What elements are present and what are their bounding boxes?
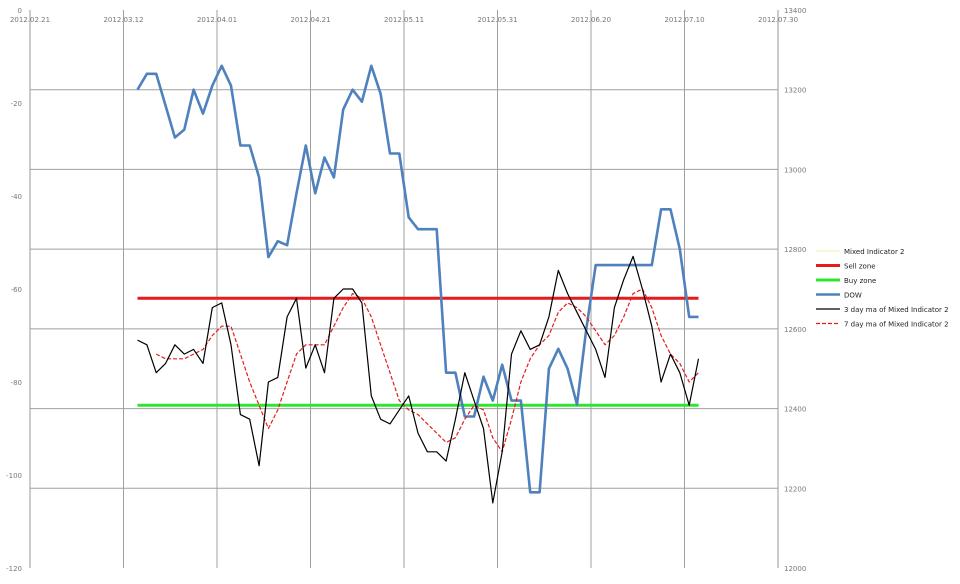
series-group (136, 64, 700, 504)
x-axis-ticks: 2012.02.21 2012.03.12 2012.04.01 2012.04.21… (10, 16, 798, 24)
left-tick-label: 0 (18, 7, 22, 15)
legend-label: 3 day ma of Mixed Indicator 2 (844, 306, 949, 314)
x-tick-label: 2012.04.21 (290, 16, 330, 24)
right-tick-label: 12800 (784, 246, 806, 254)
ma7-line (155, 288, 699, 453)
right-axis-ticks: 13400 13200 13000 12800 12600 12400 12200 12000 (784, 7, 806, 573)
legend: Mixed Indicator 2 Sell zone Buy zone DOW 3 d… (816, 248, 949, 329)
right-tick-label: 13400 (784, 7, 806, 15)
right-tick-label: 13000 (784, 166, 806, 174)
legend-label: Mixed Indicator 2 (844, 248, 905, 256)
legend-label: Sell zone (844, 263, 876, 271)
x-tick-label: 2012.03.12 (103, 16, 143, 24)
left-tick-label: -20 (11, 100, 22, 108)
left-tick-label: -60 (11, 286, 22, 294)
right-tick-label: 12400 (784, 406, 806, 414)
ma3-line (137, 255, 700, 504)
x-tick-label: 2012.05.11 (384, 16, 424, 24)
legend-label: DOW (844, 292, 862, 300)
legend-label: Buy zone (844, 277, 876, 285)
x-tick-label: 2012.06.20 (571, 16, 611, 24)
left-tick-label: -80 (11, 379, 22, 387)
x-tick-label: 2012.07.30 (758, 16, 798, 24)
dow-line (136, 64, 699, 494)
right-tick-label: 12600 (784, 326, 806, 334)
x-tick-label: 2012.05.31 (477, 16, 517, 24)
right-tick-label: 12200 (784, 485, 806, 493)
x-tick-label: 2012.02.21 (10, 16, 50, 24)
x-tick-label: 2012.07.10 (664, 16, 704, 24)
left-tick-label: -100 (6, 472, 22, 480)
right-tick-label: 13200 (784, 87, 806, 95)
left-tick-label: -40 (11, 193, 22, 201)
left-tick-label: -120 (6, 565, 22, 573)
right-tick-label: 12000 (784, 565, 806, 573)
legend-label: 7 day ma of Mixed Indicator 2 (844, 321, 949, 329)
x-tick-label: 2012.04.01 (197, 16, 237, 24)
left-axis-ticks: 0 -20 -40 -60 -80 -100 -120 (6, 7, 22, 573)
